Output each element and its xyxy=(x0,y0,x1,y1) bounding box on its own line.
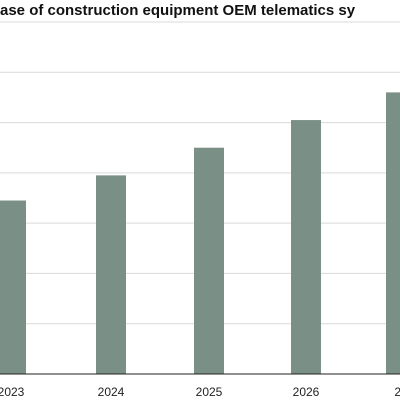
x-tick-label: 20 xyxy=(394,385,400,399)
x-tick-label: 2026 xyxy=(293,385,320,399)
bar-20 xyxy=(386,92,400,375)
chart-title: ase of construction equipment OEM telema… xyxy=(0,2,356,19)
bars xyxy=(0,92,400,375)
bar-2026 xyxy=(291,120,321,374)
x-tick-label: 2025 xyxy=(196,385,223,399)
bar-2023 xyxy=(0,200,26,374)
x-tick-labels: 2023 2024 2025 2026 20 xyxy=(0,385,400,399)
bar-2024 xyxy=(96,175,126,374)
bar-2025 xyxy=(194,147,224,374)
x-tick-label: 2023 xyxy=(0,385,25,399)
x-tick-label: 2024 xyxy=(98,385,125,399)
